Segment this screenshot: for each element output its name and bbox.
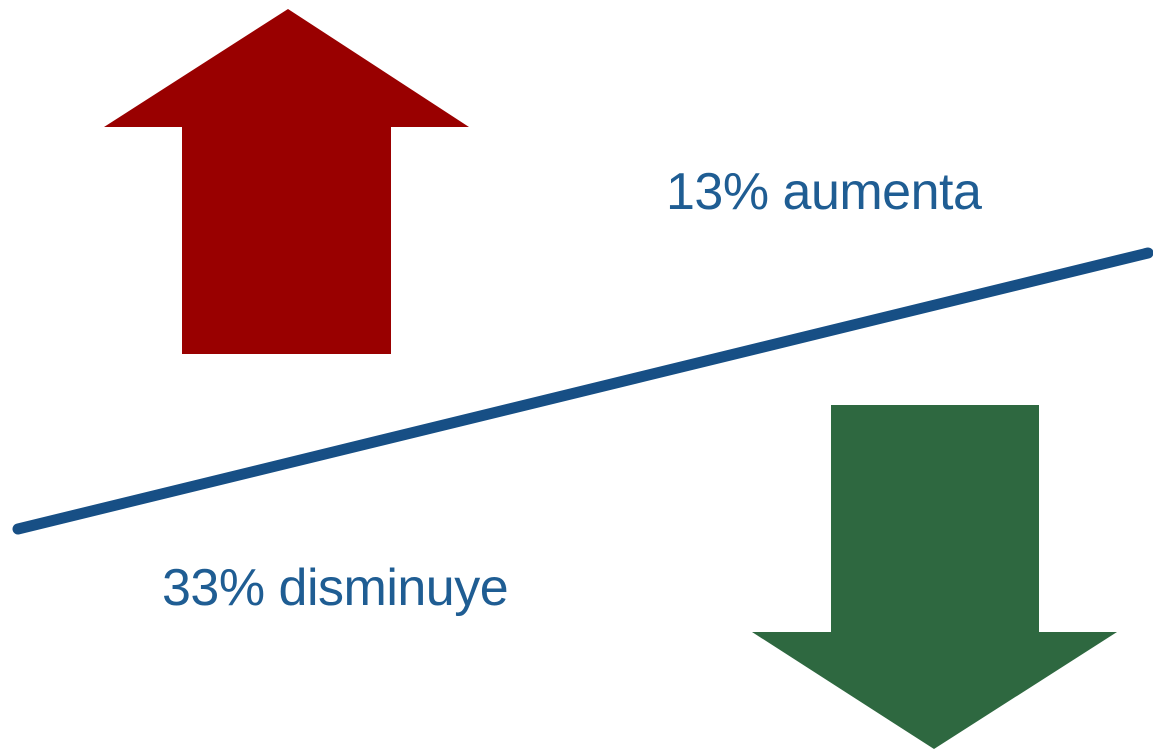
trend-divider-line bbox=[12, 247, 1153, 535]
decrease-label: 33% disminuye bbox=[162, 559, 509, 617]
arrow-down-icon bbox=[752, 405, 1117, 749]
arrow-up-icon bbox=[104, 9, 469, 354]
increase-label: 13% aumenta bbox=[666, 163, 982, 221]
